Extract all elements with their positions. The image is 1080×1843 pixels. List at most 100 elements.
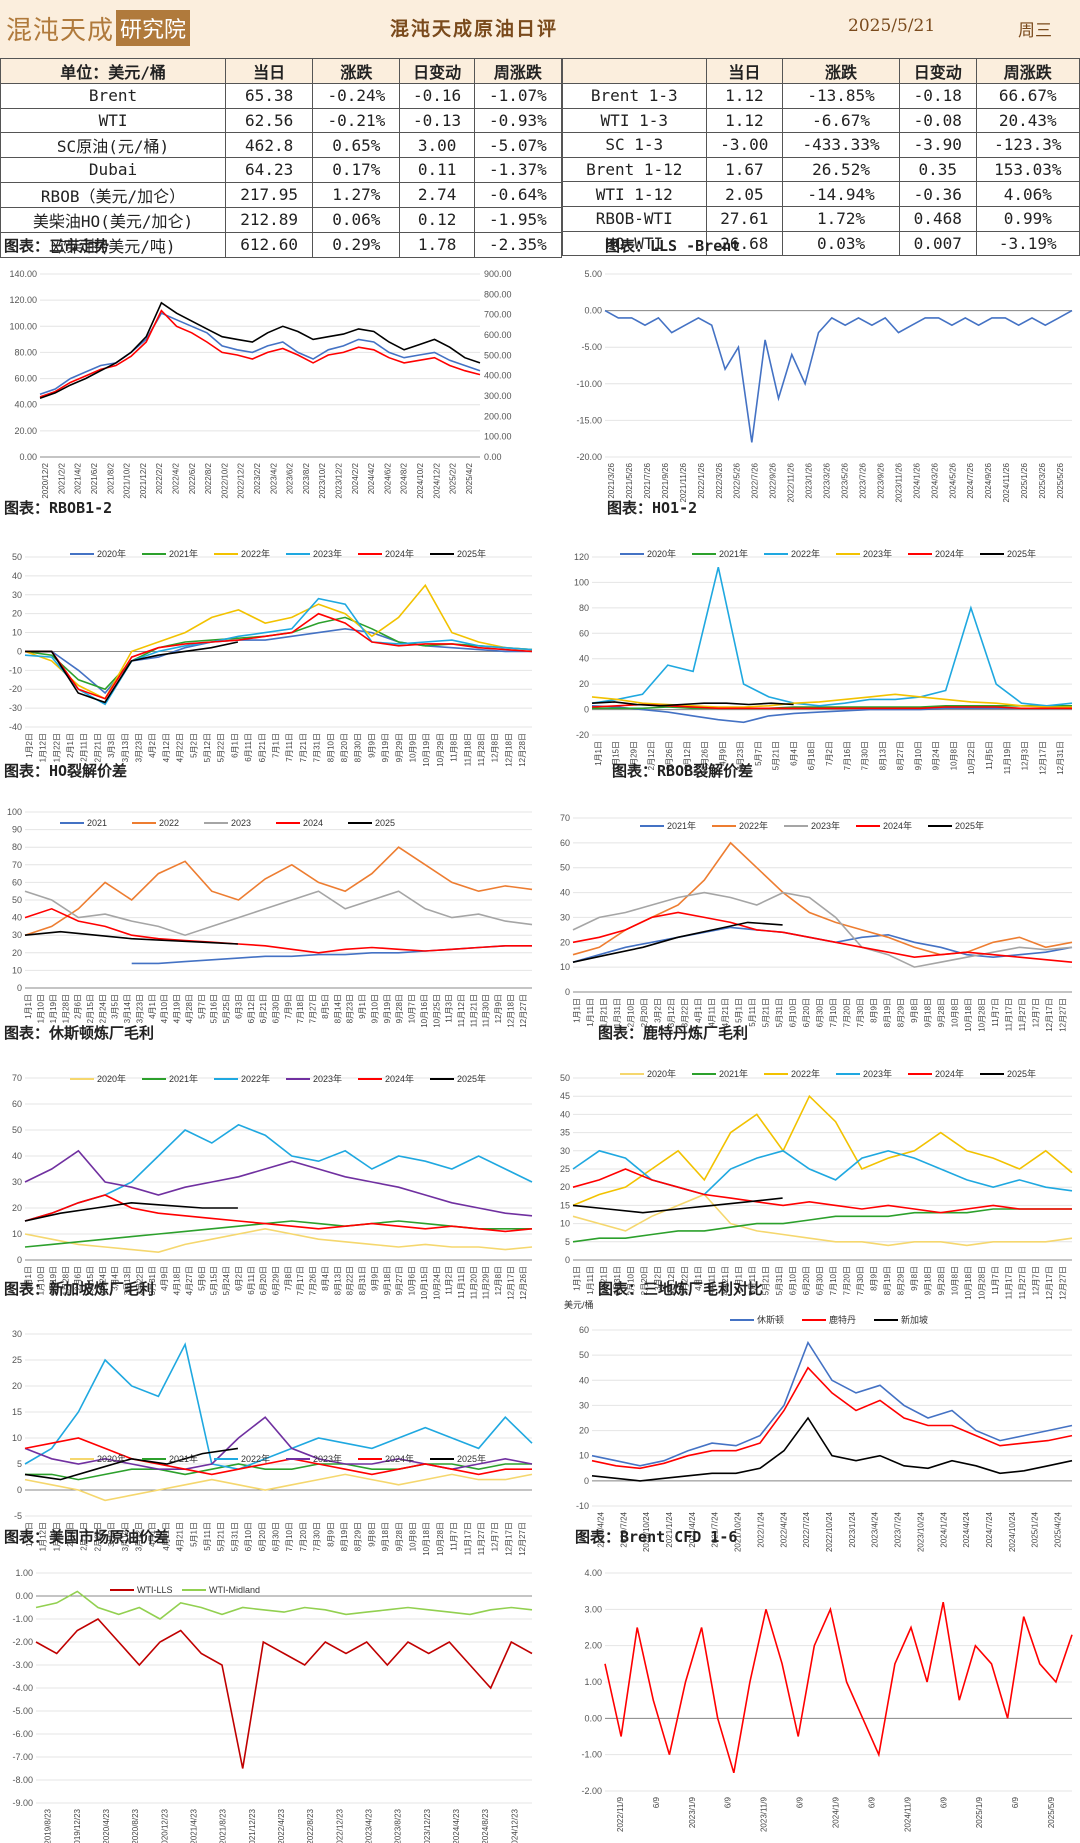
x-tick-label: 2024/1/24 (939, 1511, 948, 1547)
y-tick-label: -10 (9, 665, 22, 675)
x-tick-label: 8月9日 (326, 1522, 335, 1547)
x-tick-label: 2023/5/26 (840, 462, 849, 498)
x-tick-label: 2021/10/24 (734, 1511, 743, 1552)
x-tick-label: 2025/1/26 (1020, 462, 1029, 498)
x-tick-label: 1月21日 (600, 998, 609, 1027)
x-tick-label: 6月1日 (230, 733, 239, 758)
x-tick-label: 2024/2/2 (351, 462, 360, 494)
x-tick-label: 2月15日 (86, 1266, 95, 1295)
x-tick-label: 4月21日 (721, 998, 730, 1027)
x-tick-label: 10月28日 (436, 1522, 445, 1556)
x-tick-label: 6月10日 (789, 998, 798, 1027)
x-tick-label: 2月15日 (86, 994, 95, 1023)
y-tick-label: 10 (12, 1433, 22, 1443)
row-label: WTI 1-3 (562, 107, 707, 134)
report-title: 混沌天成原油日评 (390, 18, 559, 40)
y-tick-label: 70 (12, 860, 22, 870)
x-tick-label: 4月23日 (736, 741, 745, 770)
row-label: WTI 1-12 (562, 181, 707, 207)
legend-label: 2020年 (97, 548, 126, 559)
y-tick-label: -15.00 (576, 415, 602, 425)
x-tick-label: 5月11日 (748, 998, 757, 1027)
x-tick-label: 2024/8/23 (481, 1808, 490, 1843)
series-line (24, 1149, 533, 1217)
value-cell: -13.85% (782, 83, 900, 109)
x-tick-label: 1月2日 (25, 1522, 34, 1547)
x-tick-label: 1月10日 (37, 1266, 46, 1295)
series-line (25, 612, 533, 700)
series-line (35, 1590, 533, 1620)
x-tick-label: 2019/12/23 (73, 1808, 82, 1843)
chart-c2: -20.00 -15.00 -10.00 -5.00 0.00 5.00 2021/3/26… (576, 269, 1073, 502)
x-tick-label: 2023/4/23 (365, 1808, 374, 1843)
y-tick-label: 0.00 (584, 1713, 602, 1723)
x-tick-label: 1月1日 (24, 1266, 33, 1291)
x-tick-label: 9月29日 (395, 733, 404, 762)
x-tick-label: 2022/2/2 (155, 462, 164, 494)
header-cell: 涨跌 (782, 58, 900, 84)
x-tick-label: 10月8日 (409, 1522, 418, 1551)
x-tick-label: 2月20日 (640, 1266, 649, 1295)
y-tick-label: 0 (17, 983, 22, 993)
header-cell: 当日 (225, 58, 314, 84)
value-cell: 0.06% (312, 206, 401, 233)
x-tick-label: 1月10日 (37, 994, 46, 1023)
x-tick-label: 6月18日 (807, 741, 816, 770)
x-tick-label: 10月9日 (409, 733, 418, 762)
y-tick-label: 0 (17, 1255, 22, 1265)
x-tick-label: 8月13日 (333, 1266, 342, 1295)
series-line (25, 1463, 532, 1481)
y-tick-label: 40 (560, 888, 570, 898)
x-tick-label: 9月18日 (923, 998, 932, 1027)
x-tick-label: 2023/7/24 (894, 1511, 903, 1547)
x-tick-label: 3月31日 (148, 1266, 157, 1295)
y-tick-label: 40 (579, 1375, 589, 1385)
x-tick-label: 7月30日 (313, 1522, 322, 1551)
x-tick-label: 2020/4/24 (596, 1511, 605, 1547)
x-tick-label: 2023/1/24 (848, 1511, 857, 1547)
y-tick-label: 0.00 (15, 1591, 33, 1601)
y-tick-label: -4.00 (12, 1683, 33, 1693)
x-tick-label: 10月18日 (964, 998, 973, 1032)
header-cell: 涨跌 (312, 58, 401, 84)
x-tick-label: 4月11日 (708, 998, 717, 1027)
legend-label: 2024年 (883, 820, 912, 831)
series-line (572, 891, 1073, 968)
x-tick-label: 10月28日 (977, 1266, 986, 1300)
x-tick-label: 1月2日 (25, 733, 34, 758)
x-tick-label: 2025/2/2 (449, 462, 458, 494)
chart-c4: -20 0 20 40 60 80 100 120 1月1日 1月15日 1月29日 2月12日 2月2… (574, 548, 1073, 775)
x-tick-label: 3月23日 (135, 994, 144, 1023)
series-line (572, 841, 1073, 956)
legend-label: WTI-Midland (209, 1585, 260, 1595)
legend-label: 2023年 (313, 1073, 342, 1084)
y-tick-label: 140.00 (9, 269, 37, 279)
legend-label: 鹿特丹 (829, 1314, 856, 1325)
value-cell: 1.12 (705, 107, 784, 134)
x-tick-label: 2024/1/26 (912, 462, 921, 498)
value-cell: -1.95% (473, 206, 563, 233)
y-tick-label: 10 (12, 1229, 22, 1239)
x-tick-label: 6月30日 (272, 994, 281, 1023)
legend-label: 2021年 (169, 548, 198, 559)
series-line (24, 1342, 533, 1471)
x-tick-label: 11月8日 (450, 733, 459, 762)
y2-tick-label: 700.00 (484, 310, 512, 320)
table-row: 欧柴油(美元/吨) 612.60 0.29% 1.78 -2.35% (0, 231, 563, 258)
header-cell: 当日 (705, 58, 784, 84)
x-tick-label: 8月19日 (883, 1266, 892, 1295)
x-tick-label: 11月2日 (445, 1266, 454, 1295)
row-label: Brent (0, 83, 227, 109)
value-cell: 65.38 (225, 83, 314, 109)
x-tick-label: 2023/4/2 (269, 462, 278, 494)
x-tick-label: 8月5日 (321, 994, 330, 1019)
x-tick-label: 2024/7/24 (985, 1511, 994, 1547)
x-tick-label: 4月21日 (176, 1522, 185, 1551)
legend-label: 2022 (159, 818, 179, 828)
x-tick-label: 2024/11/9 (903, 1796, 912, 1832)
x-tick-label: 2021/4/23 (189, 1808, 198, 1843)
value-cell: 66.67% (975, 83, 1080, 109)
x-tick-label: 9月18日 (923, 1266, 932, 1295)
table-row: RBOB（美元/加仑） 217.95 1.27% 2.74 -0.64% (0, 181, 563, 208)
x-tick-label: 10月25日 (432, 994, 441, 1028)
